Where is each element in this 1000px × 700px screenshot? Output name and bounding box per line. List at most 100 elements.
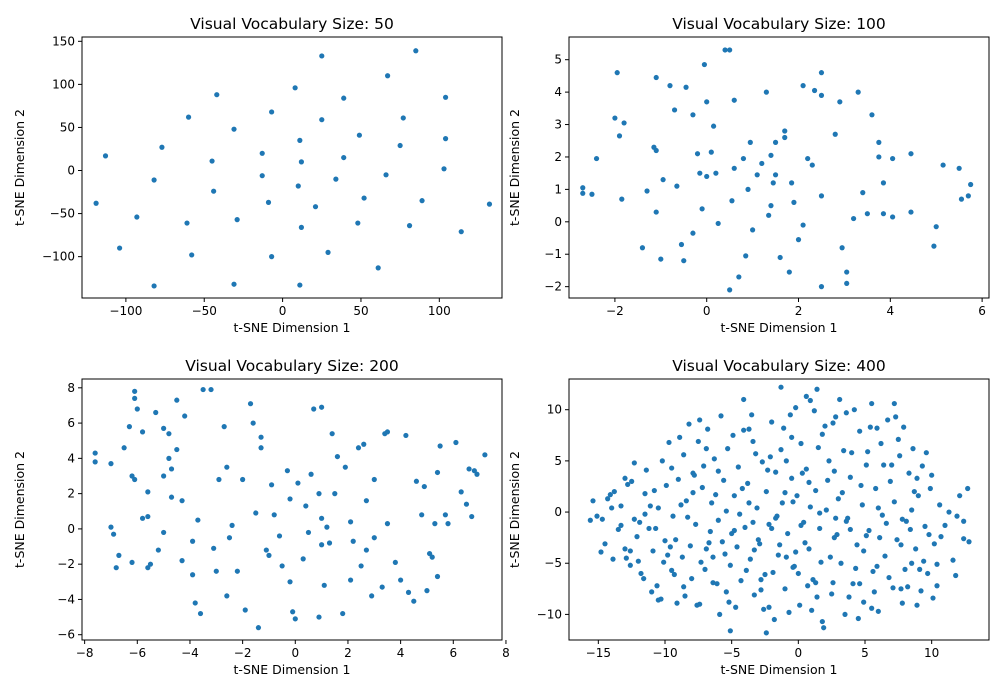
data-point: [710, 123, 717, 129]
data-point: [885, 417, 891, 423]
data-point: [279, 563, 285, 569]
data-point: [610, 556, 616, 562]
data-point: [590, 498, 596, 504]
data-point: [821, 625, 827, 631]
data-point: [363, 547, 369, 553]
data-point: [190, 572, 196, 578]
data-point: [132, 476, 138, 483]
data-point: [741, 427, 747, 433]
data-point: [605, 496, 611, 502]
data-point: [770, 569, 776, 576]
data-point: [934, 561, 940, 567]
data-point: [297, 137, 303, 143]
data-point: [879, 512, 885, 518]
data-point: [126, 424, 132, 430]
data-point: [635, 558, 641, 564]
data-point: [922, 523, 928, 529]
data-point: [677, 434, 683, 440]
y-tick-label: 0: [67, 522, 75, 536]
data-point: [850, 215, 857, 222]
data-point: [623, 555, 629, 561]
data-point: [612, 115, 618, 121]
data-point: [397, 142, 403, 149]
data-point: [661, 559, 667, 565]
data-point: [297, 282, 303, 288]
data-point: [611, 488, 617, 495]
data-point: [933, 224, 939, 230]
data-point: [751, 592, 757, 598]
data-point: [580, 190, 586, 196]
data-point: [715, 220, 721, 227]
data-point: [703, 446, 709, 452]
data-point: [921, 558, 927, 564]
data-point: [742, 524, 748, 531]
data-point: [413, 48, 419, 54]
data-point: [783, 458, 789, 464]
x-tick-label: −10: [652, 646, 677, 660]
data-point: [855, 615, 861, 622]
data-point: [687, 543, 693, 549]
data-point: [793, 549, 799, 555]
data-point: [200, 386, 206, 393]
data-point: [385, 73, 391, 79]
data-point: [886, 574, 892, 581]
data-point: [161, 529, 167, 536]
data-point: [653, 147, 659, 154]
data-point: [229, 522, 235, 528]
data-point: [324, 524, 330, 530]
data-point: [773, 515, 779, 521]
data-point: [782, 134, 788, 141]
data-point: [674, 183, 680, 189]
data-point: [429, 554, 435, 560]
y-tick-label: 1: [554, 182, 562, 196]
data-point: [305, 529, 312, 536]
data-point: [706, 540, 712, 546]
data-point: [937, 502, 943, 508]
data-point: [287, 496, 293, 502]
data-point: [773, 469, 779, 475]
chart-title: Visual Vocabulary Size: 200: [185, 357, 399, 375]
data-point: [735, 464, 741, 470]
data-point: [689, 575, 695, 582]
data-point: [782, 490, 788, 496]
data-point: [179, 498, 185, 504]
data-point: [108, 461, 114, 467]
data-point: [891, 499, 897, 505]
data-point: [909, 560, 915, 566]
x-tick-label: −4: [181, 646, 199, 660]
data-point: [682, 593, 688, 599]
data-point: [827, 554, 833, 560]
data-point: [837, 396, 843, 403]
data-point: [841, 448, 847, 454]
data-point: [319, 542, 325, 548]
data-point: [814, 386, 820, 392]
data-point: [876, 154, 882, 160]
data-point: [898, 586, 904, 592]
data-point: [704, 99, 710, 105]
data-point: [463, 501, 470, 507]
data-point: [690, 112, 696, 118]
data-point: [441, 166, 447, 172]
data-point: [292, 85, 298, 91]
data-point: [284, 468, 290, 474]
data-point: [894, 537, 900, 543]
data-point: [737, 511, 743, 517]
data-point: [209, 158, 215, 164]
data-point: [968, 181, 974, 188]
x-tick-label: −2: [606, 304, 624, 318]
data-point: [778, 384, 784, 390]
plot-frame: [81, 378, 503, 641]
data-point: [695, 438, 701, 445]
data-point: [686, 421, 692, 427]
y-axis-label: t-SNE Dimension 2: [12, 451, 27, 568]
data-point: [208, 386, 214, 393]
data-point: [817, 525, 823, 532]
data-point: [216, 476, 222, 483]
data-point: [667, 544, 673, 550]
y-tick-label: −50: [50, 207, 75, 221]
data-point: [919, 463, 925, 469]
data-point: [777, 254, 783, 261]
data-point: [749, 412, 755, 418]
data-point: [814, 594, 820, 600]
y-tick-label: 5: [554, 53, 562, 67]
